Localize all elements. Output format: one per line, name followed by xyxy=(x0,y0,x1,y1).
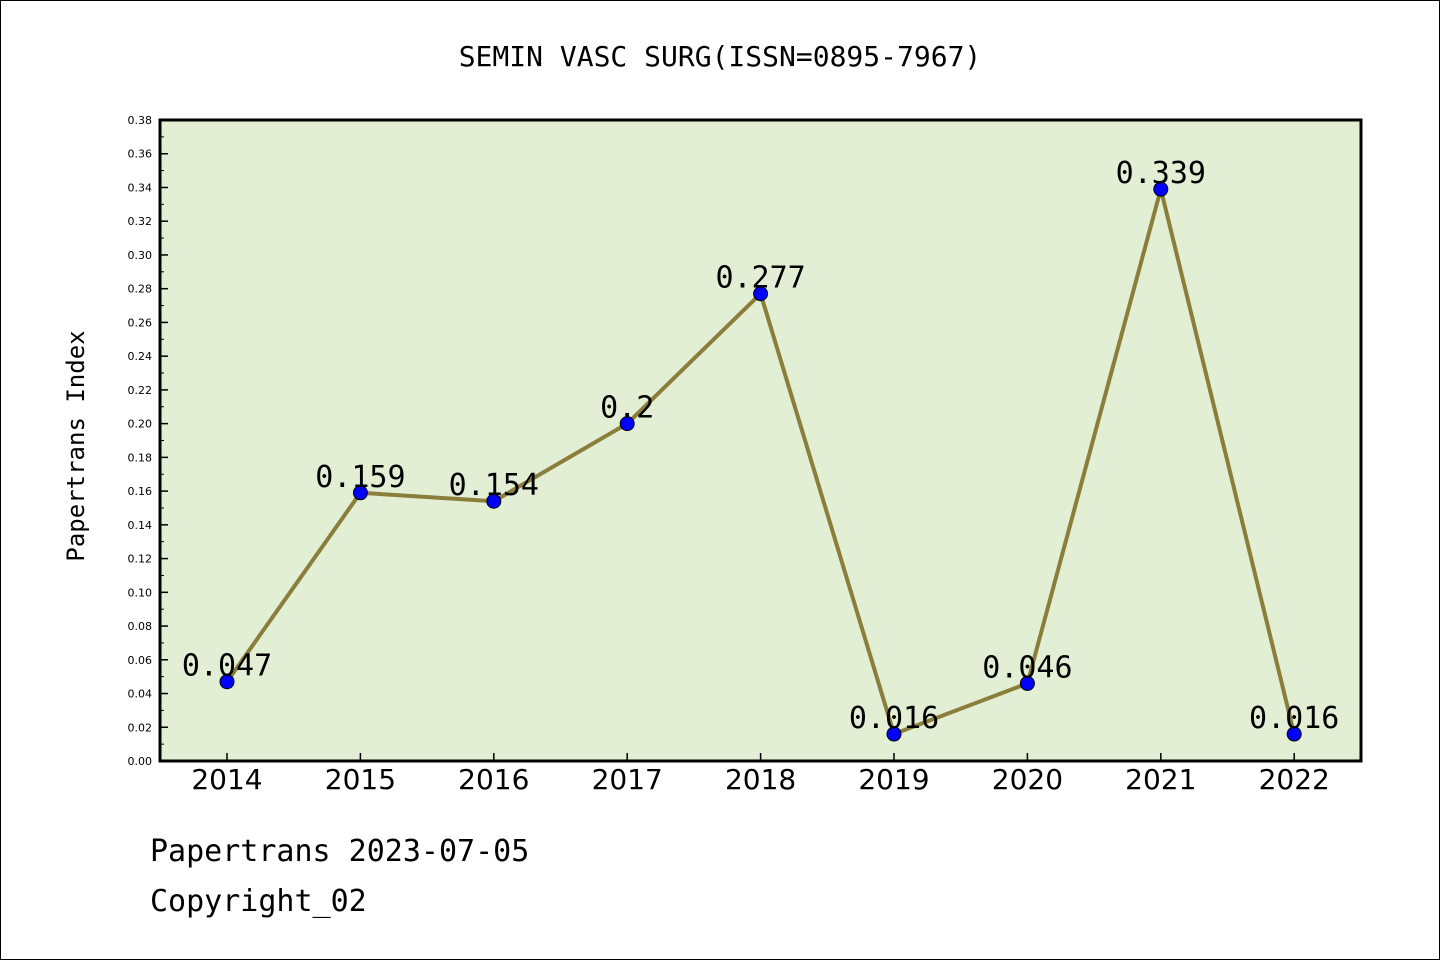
x-tick-label: 2014 xyxy=(191,763,262,796)
data-point xyxy=(1019,675,1035,691)
footer-date: Papertrans 2023-07-05 xyxy=(150,834,530,869)
y-tick-label: 0.34 xyxy=(128,181,153,194)
y-tick-label: 0.20 xyxy=(128,418,153,431)
y-tick-label: 0.28 xyxy=(128,283,153,296)
y-tick-label: 0.14 xyxy=(128,519,153,532)
data-point xyxy=(753,286,769,302)
data-label: 0.016 xyxy=(849,701,939,736)
y-tick-label: 0.18 xyxy=(128,451,153,464)
data-point xyxy=(1153,181,1169,197)
y-tick-label: 0.08 xyxy=(128,620,153,633)
y-tick-label: 0.30 xyxy=(128,249,153,262)
data-point xyxy=(219,674,235,690)
y-tick-label: 0.10 xyxy=(128,586,153,599)
data-label: 0.159 xyxy=(315,460,405,495)
y-tick-label: 0.26 xyxy=(128,316,153,329)
data-label: 0.154 xyxy=(449,468,539,503)
plot-border xyxy=(158,118,1363,763)
tick-labels: 0.00 0.02 0.04 0.06 0.08 0.10 0.12 0.14 0.16 0.18… xyxy=(128,114,1330,796)
x-tick-label: 2019 xyxy=(858,763,929,796)
data-label: 0.016 xyxy=(1249,701,1339,736)
data-series xyxy=(219,181,1302,742)
y-tick-label: 0.24 xyxy=(128,350,153,363)
x-tick-label: 2017 xyxy=(592,763,663,796)
data-label: 0.339 xyxy=(1116,156,1206,191)
x-tick-label: 2018 xyxy=(725,763,796,796)
data-label: 0.277 xyxy=(715,261,805,296)
plot-area xyxy=(160,120,1361,761)
chart-title: SEMIN VASC SURG(ISSN=0895-7967) xyxy=(459,40,982,73)
data-point xyxy=(486,493,502,509)
y-tick-label: 0.02 xyxy=(128,721,153,734)
data-point xyxy=(352,485,368,501)
y-tick-label: 0.04 xyxy=(128,688,153,701)
y-tick-label: 0.00 xyxy=(128,755,153,768)
y-tick-label: 0.06 xyxy=(128,654,153,667)
y-tick-label: 0.32 xyxy=(128,215,153,228)
y-axis-title: Papertrans Index xyxy=(62,330,90,561)
y-tick-label: 0.38 xyxy=(128,114,153,127)
data-label: 0.047 xyxy=(182,649,272,684)
data-label: 0.046 xyxy=(982,650,1072,685)
x-tick-label: 2021 xyxy=(1125,763,1196,796)
data-labels: 0.047 0.159 0.154 0.2 0.277 0.016 0.046 0.339 0.… xyxy=(182,156,1340,736)
x-tick-label: 2016 xyxy=(458,763,529,796)
data-label: 0.2 xyxy=(600,391,654,426)
y-tick-label: 0.16 xyxy=(128,485,153,498)
data-point xyxy=(1286,726,1302,742)
x-tick-label: 2020 xyxy=(992,763,1063,796)
y-tick-label: 0.22 xyxy=(128,384,153,397)
data-point xyxy=(619,416,635,432)
data-point xyxy=(886,726,902,742)
x-tick-label: 2022 xyxy=(1259,763,1330,796)
x-tick-label: 2015 xyxy=(325,763,396,796)
y-tick-label: 0.36 xyxy=(128,148,153,161)
y-tick-label: 0.12 xyxy=(128,553,153,566)
footer-copyright: Copyright_02 xyxy=(150,884,367,919)
